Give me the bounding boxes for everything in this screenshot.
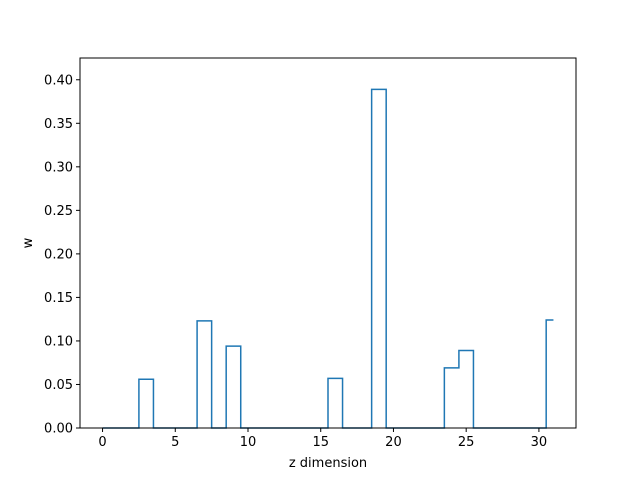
y-tick-label: 0.40 [44, 73, 73, 88]
x-tick-label: 25 [458, 435, 475, 450]
x-tick-label: 30 [531, 435, 548, 450]
y-tick-label: 0.25 [44, 204, 73, 219]
y-tick-label: 0.20 [44, 247, 73, 262]
y-tick-label: 0.30 [44, 160, 73, 175]
y-axis-label: w [21, 237, 36, 248]
y-tick-label: 0.15 [44, 291, 73, 306]
y-tick-label: 0.35 [44, 117, 73, 132]
y-tick-label: 0.05 [44, 378, 73, 393]
x-tick-label: 20 [385, 435, 402, 450]
x-axis: 0 5 10 15 20 25 30 [98, 428, 547, 450]
x-tick-label: 15 [312, 435, 329, 450]
x-axis-label: z dimension [289, 456, 367, 471]
y-tick-label: 0.00 [44, 422, 73, 437]
y-axis: 0.00 0.05 0.10 0.15 0.20 0.25 0.30 0.35 0.40 [44, 73, 80, 437]
axes-frame [79, 57, 577, 429]
x-tick-label: 5 [171, 435, 179, 450]
x-tick-label: 0 [98, 435, 106, 450]
x-tick-label: 10 [240, 435, 257, 450]
y-tick-label: 0.10 [44, 334, 73, 349]
